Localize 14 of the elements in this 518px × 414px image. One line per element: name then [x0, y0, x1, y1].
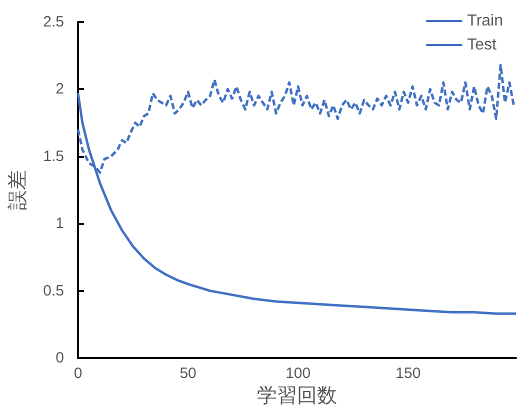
y-tick-label: 0.5 [43, 282, 64, 300]
y-tick-label: 2.5 [43, 14, 64, 30]
legend-label: Train [467, 12, 503, 30]
y-tick-label: 1 [56, 215, 64, 232]
x-tick-label: 0 [74, 365, 82, 382]
y-tick-label: 1.5 [43, 148, 64, 165]
legend-label: Test [467, 36, 498, 54]
x-tick-label: 50 [180, 365, 196, 382]
x-tick-label: 150 [396, 365, 421, 382]
y-tick-label: 2 [56, 80, 64, 98]
y-axis-title: 誤差 [7, 170, 29, 210]
x-tick-label: 100 [286, 365, 311, 382]
x-axis-title: 学習回数 [257, 384, 337, 407]
y-tick-label: 0 [56, 350, 64, 366]
